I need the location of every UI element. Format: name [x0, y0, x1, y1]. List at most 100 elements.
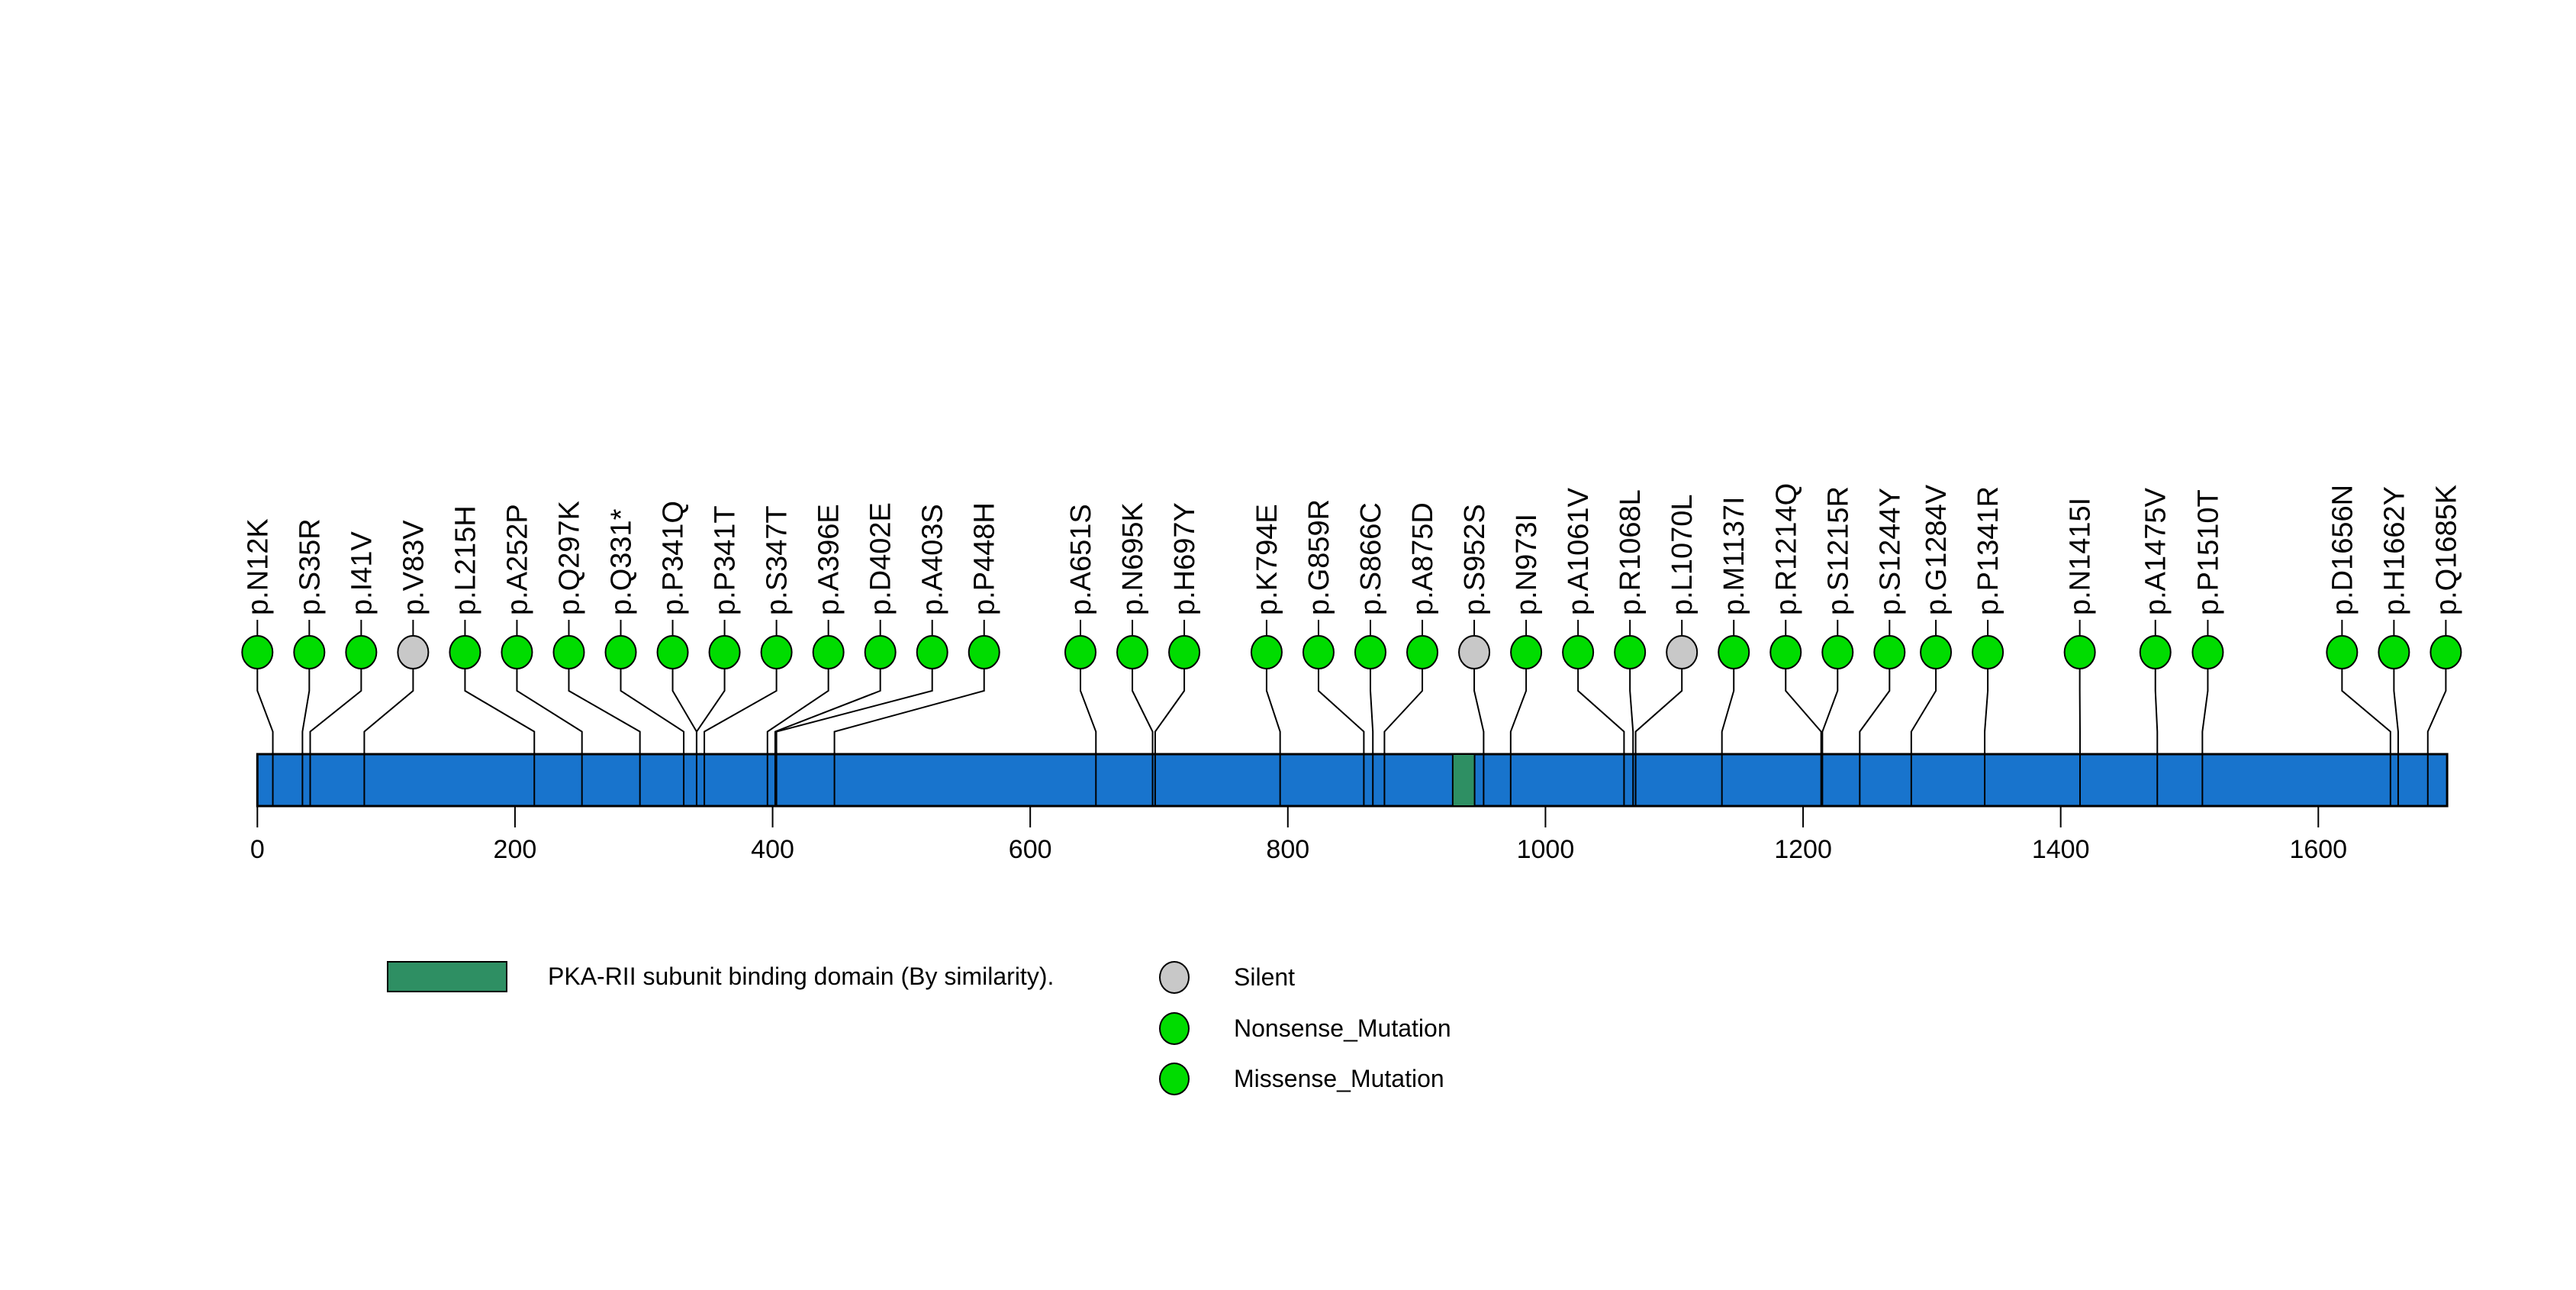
lollipop-circle	[293, 635, 326, 669]
lollipop-circle	[864, 635, 897, 669]
lollipop-circle	[1302, 635, 1335, 669]
connector-line	[2154, 669, 2159, 754]
silent-legend-label: Silent	[1234, 963, 1296, 991]
connector-line	[256, 669, 274, 754]
axis-tick-label: 1000	[1517, 835, 1575, 864]
connector-line	[1821, 669, 1839, 754]
mutation-label: p.A1475V	[2140, 487, 2172, 615]
lollipop-circle	[1972, 635, 2004, 669]
mutation-label: p.S952S	[1459, 504, 1491, 615]
connector-line	[695, 669, 726, 754]
mutation-label: p.Q1685K	[2430, 485, 2462, 615]
domain-legend-label: PKA-RII subunit binding domain (By simil…	[548, 963, 1055, 990]
lollipop-circle	[397, 635, 430, 669]
mutation-label: p.P1341R	[1972, 486, 2004, 615]
mutation-label: p.H697Y	[1169, 502, 1201, 615]
mutation-label: p.A396E	[813, 504, 845, 615]
mutation-label: p.N695K	[1117, 502, 1149, 615]
connector-line	[833, 669, 985, 754]
mutation-label: p.M1137I	[1718, 496, 1750, 615]
connector-line	[1132, 669, 1154, 754]
connector-line	[671, 669, 697, 754]
connector-line	[704, 669, 778, 754]
lollipop-circle	[1458, 635, 1491, 669]
connector-line	[363, 669, 414, 754]
mutation-label: p.P341Q	[658, 501, 690, 615]
mutation-label: p.G859R	[1303, 499, 1335, 615]
mutation-label: p.A1061V	[1563, 487, 1595, 615]
connector-line	[766, 669, 829, 754]
mutation-label: p.S347T	[762, 505, 794, 615]
missense-legend-label: Missense_Mutation	[1234, 1064, 1444, 1092]
connector-line	[516, 669, 583, 754]
lollipop-circle	[916, 635, 948, 669]
lollipop-circle	[241, 635, 274, 669]
lollipop-circle	[708, 635, 741, 669]
legend-domain: PKA-RII subunit binding domain (By simil…	[387, 961, 1054, 992]
connector-line	[2393, 669, 2399, 754]
mutation-label: p.R1214Q	[1770, 483, 1802, 615]
lollipop-circle	[1718, 635, 1750, 669]
mutation-label: p.V83V	[398, 520, 430, 615]
mutation-label: p.S1215R	[1822, 486, 1854, 615]
connector-line	[464, 669, 536, 754]
mutation-label: p.S1244Y	[1874, 488, 1906, 615]
connector-line	[1154, 669, 1186, 754]
protein-bar	[256, 753, 2449, 808]
lollipop-circle	[760, 635, 793, 669]
connector-line	[309, 669, 362, 754]
mutation-label: p.L1070L	[1666, 495, 1699, 616]
axis-tick-label: 800	[1266, 835, 1309, 864]
lollipop-circle	[2429, 635, 2462, 669]
domain-color-swatch	[387, 961, 507, 992]
connector-line	[1265, 669, 1281, 754]
lollipop-circle	[1614, 635, 1647, 669]
lollipop-circle	[604, 635, 637, 669]
axis-tick-label: 1600	[2289, 835, 2347, 864]
mutation-label: p.N1415I	[2065, 498, 2097, 615]
lollipop-circle	[1666, 635, 1699, 669]
domain-region	[1451, 753, 1476, 807]
lollipop-circle	[1920, 635, 1953, 669]
mutation-label: p.N12K	[242, 518, 274, 615]
connector-line	[1859, 669, 1891, 754]
connector-line	[1383, 669, 1424, 754]
connector-line	[1080, 669, 1097, 754]
connector-line	[1634, 669, 1683, 754]
lollipop-circle	[2191, 635, 2224, 669]
mutation-label: p.A403S	[917, 504, 949, 615]
axis-tick-label: 0	[250, 835, 265, 864]
mutation-label: p.P448H	[969, 502, 1001, 615]
axis-tick-label: 400	[751, 835, 794, 864]
nonsense-legend-dot	[1159, 1011, 1190, 1045]
lollipop-circle	[2378, 635, 2410, 669]
mutation-label: p.Q331*	[606, 508, 638, 615]
lollipop-circle	[552, 635, 585, 669]
mutation-label: p.N973I	[1511, 514, 1543, 615]
connector-line	[2426, 669, 2447, 754]
lollipop-circle	[1354, 635, 1387, 669]
connector-line	[1785, 669, 1822, 754]
connector-line	[1317, 669, 1365, 754]
lollipop-circle	[1116, 635, 1149, 669]
mutation-label: p.P1510T	[2192, 489, 2224, 615]
connector-line	[1721, 669, 1735, 754]
lollipop-circle	[1873, 635, 1906, 669]
mutation-label: p.I41V	[346, 531, 378, 615]
lollipop-circle	[2063, 635, 2096, 669]
missense-legend-dot	[1159, 1062, 1190, 1095]
legend-item-nonsense: Nonsense_Mutation	[1159, 1011, 1451, 1045]
mutation-label: p.A651S	[1065, 504, 1097, 615]
lollipop-circle	[968, 635, 1000, 669]
lollipop-circle	[1562, 635, 1595, 669]
connector-line	[1984, 669, 1989, 754]
mutation-label: p.S866C	[1355, 502, 1387, 615]
lollipop-circle	[2139, 635, 2172, 669]
mutation-label: p.K794E	[1251, 504, 1283, 615]
axis-tick-label: 1200	[1774, 835, 1832, 864]
lollipop-circle	[1406, 635, 1439, 669]
connector-line	[1577, 669, 1625, 754]
mutation-label: p.S35R	[294, 518, 326, 615]
axis-tick-label: 600	[1009, 835, 1052, 864]
